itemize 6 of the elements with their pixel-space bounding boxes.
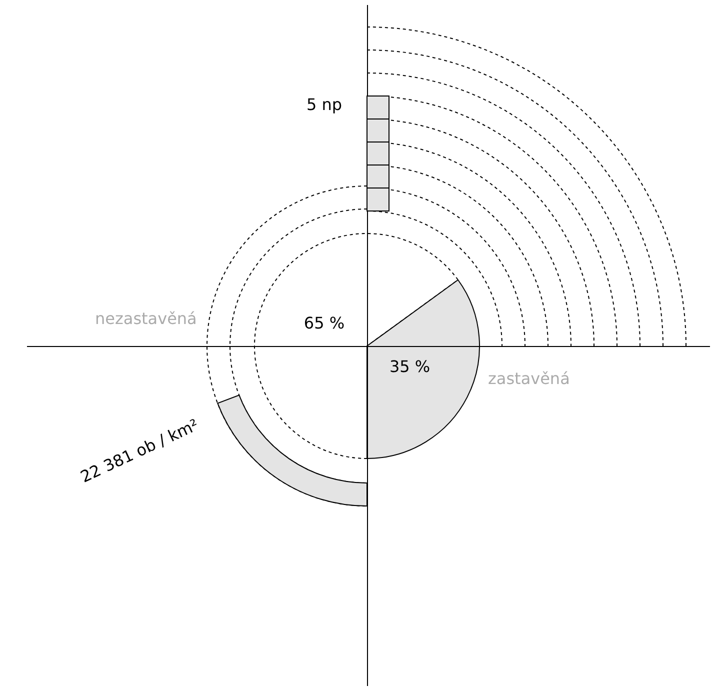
data-label: 35 % [389, 356, 430, 376]
text: 22 381 ob / km² [77, 415, 202, 486]
text: 5 np [306, 95, 342, 114]
slice-label: zastavěná [488, 369, 570, 388]
slice-label: nezastavěná [95, 309, 197, 328]
data-label: 65 % [304, 313, 345, 332]
